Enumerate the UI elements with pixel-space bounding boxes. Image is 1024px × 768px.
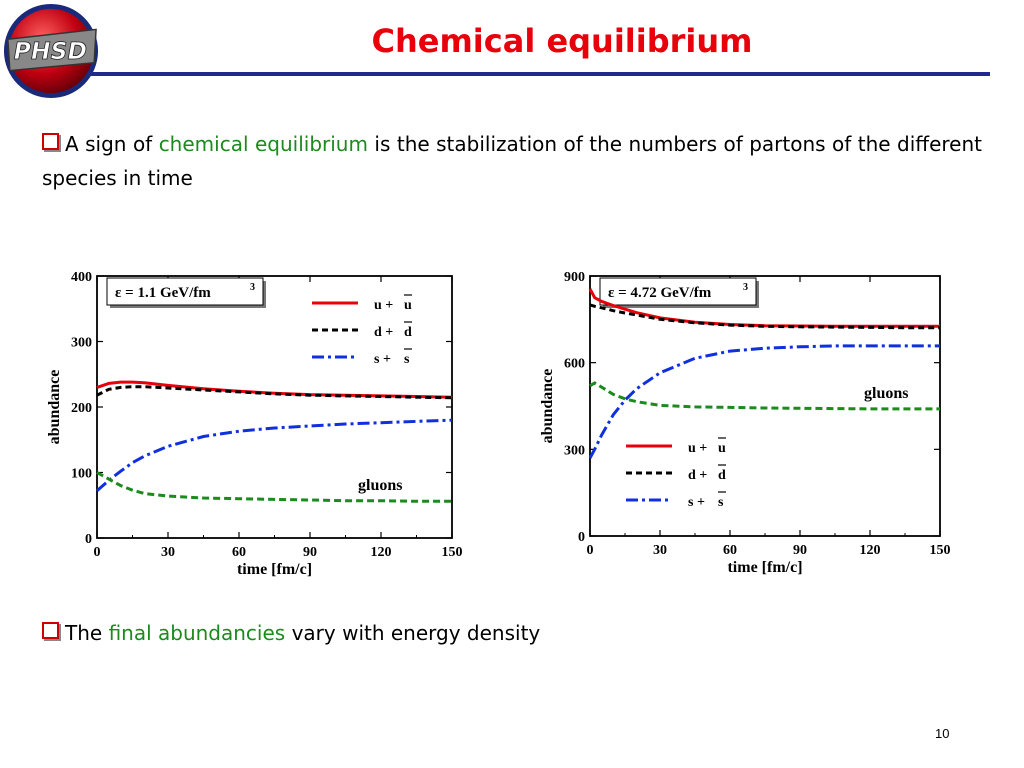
bullet-2-highlight: final abundancies bbox=[108, 621, 286, 645]
x-tick-label: 150 bbox=[442, 545, 463, 560]
x-tick-label: 150 bbox=[930, 543, 951, 558]
x-tick-label: 30 bbox=[653, 543, 667, 558]
bullet-2-pre: The bbox=[65, 621, 109, 645]
bullet-1-highlight: chemical equilibrium bbox=[158, 132, 368, 156]
legend-label-text: s + bbox=[374, 352, 391, 367]
x-axis-label: time [fm/c] bbox=[727, 559, 802, 576]
chart-eps-1-1: 0 30 60 90 120 150 0 100 200 300 400 time [fm/c] abu… bbox=[46, 270, 463, 578]
annotation-box bbox=[599, 277, 757, 306]
x-tick-label: 120 bbox=[860, 543, 881, 558]
legend-label-text: u + bbox=[688, 441, 707, 456]
x-tick-label: 90 bbox=[303, 545, 317, 560]
x-tick-label: 0 bbox=[94, 545, 101, 560]
bullet-2: The final abundancies vary with energy d… bbox=[42, 616, 742, 650]
y-axis-label: abundance bbox=[539, 369, 556, 444]
legend-s-label: s + s bbox=[374, 348, 412, 367]
chart-eps-4-72: 0 30 60 90 120 150 0 300 600 900 time [fm/c] abunda… bbox=[539, 270, 951, 576]
series-g-line bbox=[589, 381, 940, 411]
y-tick-label: 300 bbox=[71, 336, 92, 351]
legend-label-bar-letter: s bbox=[404, 352, 410, 367]
x-tick-label: 30 bbox=[161, 545, 175, 560]
legend-label-text: d + bbox=[374, 325, 393, 340]
slide-title: Chemical equilibrium bbox=[371, 22, 753, 60]
y-tick-label: 0 bbox=[85, 532, 92, 547]
annotation-box bbox=[106, 277, 264, 306]
bullet-1-post: is the stabilization of the numbers of p… bbox=[42, 132, 982, 190]
annotation-superscript: 3 bbox=[250, 282, 255, 293]
x-tick-label: 60 bbox=[723, 543, 737, 558]
title-underline bbox=[88, 72, 990, 76]
x-tick-label: 90 bbox=[793, 543, 807, 558]
x-axis-label: time [fm/c] bbox=[237, 561, 312, 578]
bullet-1-pre: A sign of bbox=[65, 132, 159, 156]
y-tick-label: 300 bbox=[564, 443, 585, 458]
y-axis-label: abundance bbox=[46, 370, 63, 445]
legend-label-bar-letter: d bbox=[718, 468, 726, 483]
series-s-line bbox=[588, 344, 940, 459]
y-tick-label: 600 bbox=[564, 357, 585, 372]
annotation-superscript: 3 bbox=[743, 282, 748, 293]
x-tick-label: 0 bbox=[587, 543, 594, 558]
legend-label-bar-letter: u bbox=[718, 441, 726, 456]
y-tick-label: 200 bbox=[71, 401, 92, 416]
annotation-text: ε = 4.72 GeV/fm bbox=[608, 285, 712, 301]
series-d-line bbox=[96, 385, 453, 400]
logo-text: PHSD bbox=[11, 37, 89, 65]
series-s-line bbox=[96, 418, 453, 492]
legend-d-label: d + d bbox=[688, 464, 726, 483]
checkbox-bullet-icon bbox=[42, 133, 59, 150]
checkbox-bullet-icon bbox=[42, 622, 59, 639]
y-tick-label: 900 bbox=[564, 270, 585, 285]
x-tick-label: 60 bbox=[232, 545, 246, 560]
bullet-1: A sign of chemical equilibrium is the st… bbox=[42, 127, 982, 195]
legend-d-label: d + d bbox=[374, 321, 412, 340]
y-tick-label: 400 bbox=[71, 270, 92, 285]
legend-label-text: s + bbox=[688, 495, 705, 510]
x-tick-label: 120 bbox=[371, 545, 392, 560]
legend-label-bar-letter: d bbox=[404, 325, 412, 340]
gluon-label: gluons bbox=[358, 477, 402, 494]
y-tick-label: 100 bbox=[71, 467, 92, 482]
series-u-line bbox=[96, 380, 453, 399]
annotation-text: ε = 1.1 GeV/fm bbox=[115, 285, 211, 301]
page-number: 10 bbox=[935, 726, 950, 741]
y-tick-label: 0 bbox=[578, 530, 585, 545]
phsd-logo: PHSD bbox=[3, 3, 99, 99]
bullet-2-post: vary with energy density bbox=[285, 621, 541, 645]
legend-u-label: u + u bbox=[374, 294, 412, 313]
legend-label-bar-letter: u bbox=[404, 298, 412, 313]
legend-label-text: d + bbox=[688, 468, 707, 483]
series-d-line bbox=[589, 303, 940, 330]
legend-u-label: u + u bbox=[688, 437, 726, 456]
legend-label-text: u + bbox=[374, 298, 393, 313]
legend-label-bar-letter: s bbox=[718, 495, 724, 510]
gluon-label: gluons bbox=[864, 385, 908, 402]
legend-s-label: s + s bbox=[688, 491, 726, 510]
